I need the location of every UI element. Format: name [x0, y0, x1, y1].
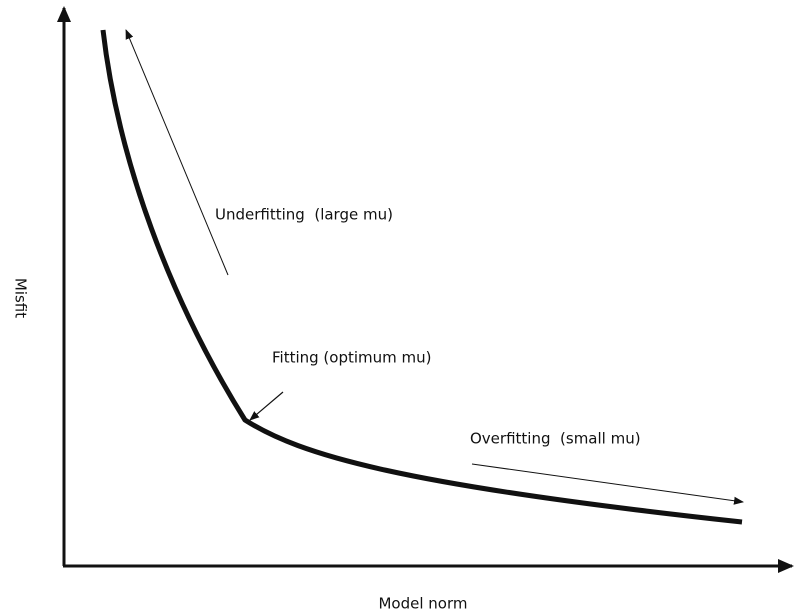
fitting-label: Fitting (optimum mu) — [272, 349, 432, 367]
y-axis-label: Misfit — [12, 278, 30, 318]
l-curve — [100, 29, 743, 525]
underfitting-arrow — [125, 29, 229, 276]
overfitting-label: Overfitting (small mu) — [470, 430, 641, 448]
fitting-arrow — [249, 391, 284, 421]
overfitting-arrow — [471, 463, 744, 505]
x-axis-label: Model norm — [378, 595, 467, 613]
underfitting-label: Underfitting (large mu) — [215, 206, 393, 224]
